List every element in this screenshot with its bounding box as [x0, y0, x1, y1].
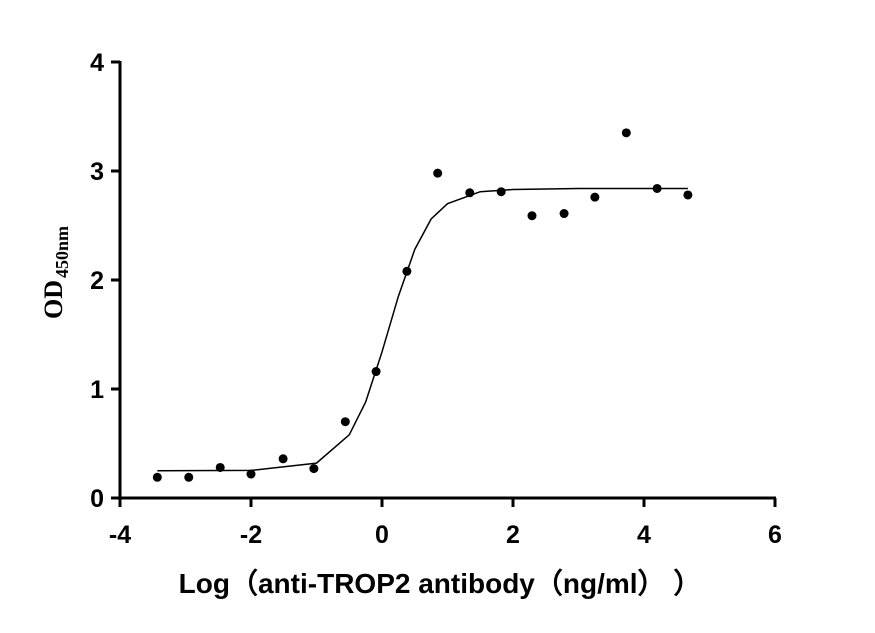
y-axis-label: OD: [39, 280, 68, 319]
fit-curve: [157, 187, 688, 472]
data-point: [340, 417, 350, 427]
data-point: [215, 462, 225, 472]
x-tick-label: 2: [506, 521, 520, 549]
y-axis-label-subscript: 450nm: [52, 226, 72, 278]
data-point: [683, 190, 693, 200]
data-point: [184, 472, 194, 482]
data-point: [559, 209, 569, 219]
data-point: [246, 469, 256, 479]
y-tick-label: 4: [90, 49, 104, 77]
x-tick-label: 6: [768, 521, 782, 549]
y-tick-label: 3: [90, 158, 104, 186]
x-tick-label: -2: [240, 521, 262, 549]
x-tick-label: 0: [375, 521, 389, 549]
data-point: [152, 472, 162, 482]
x-axis-label: Log（anti-TROP2 antibody（ng/ml） ）: [179, 567, 702, 599]
data-point: [527, 211, 537, 221]
data-point: [433, 168, 443, 178]
x-tick-label: -4: [109, 521, 131, 549]
data-point: [278, 454, 288, 464]
y-axis-label-group: OD 450nm: [39, 226, 72, 319]
x-tick-label: 4: [637, 521, 651, 549]
data-point: [496, 187, 506, 197]
y-tick-label: 0: [90, 485, 104, 513]
data-point: [621, 128, 631, 138]
y-tick-label: 2: [90, 267, 104, 295]
data-point: [590, 192, 600, 202]
data-point: [309, 464, 319, 474]
y-tick-label: 1: [90, 376, 104, 404]
